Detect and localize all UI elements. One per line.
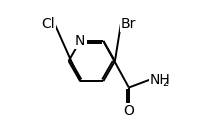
Text: Br: Br	[121, 17, 136, 31]
Text: N: N	[75, 34, 85, 48]
Text: 2: 2	[163, 78, 169, 87]
Text: NH: NH	[150, 73, 171, 87]
Text: O: O	[123, 104, 134, 118]
Text: Cl: Cl	[41, 17, 55, 31]
